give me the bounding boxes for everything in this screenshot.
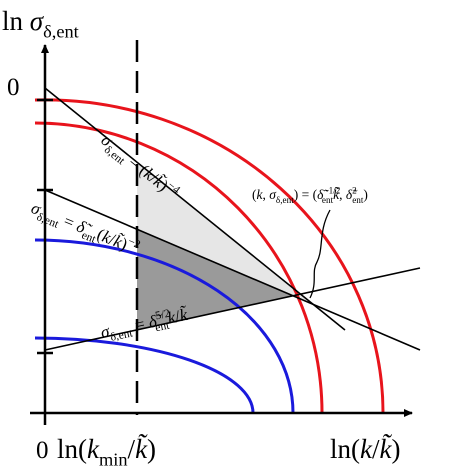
label-part: / (128, 434, 136, 464)
red-arc-inner (34, 121, 324, 414)
line-label: σδ,ent = δ̃5/2entk/k̃ (99, 303, 191, 345)
label-part: ln (2, 6, 30, 36)
label-part: ent (154, 318, 171, 334)
label-part: δ,ent (43, 22, 79, 42)
red-arc-outer (34, 98, 385, 414)
dark-region (137, 229, 293, 330)
label-part: k (166, 307, 178, 327)
y-zero-label: 0 (7, 74, 20, 101)
label-part: = (57, 210, 81, 234)
x-zero-label: 0 (36, 437, 49, 464)
label-part: , (339, 187, 346, 202)
label-part: δ,ent (276, 195, 294, 205)
label-part: / (107, 230, 119, 249)
label-part: −1/2 (323, 186, 340, 196)
label-part: ent (80, 228, 99, 246)
blue-arc-inner (34, 336, 255, 414)
label-part: ) = ( (294, 187, 318, 202)
line-plus1 (44, 267, 421, 351)
label-part: 2 (352, 186, 357, 196)
label-part: k̃ (135, 434, 148, 464)
label-part: ( (252, 187, 257, 202)
x-axis-label: ln(k/k̃) (330, 434, 400, 464)
y-axis-label: ln σδ,ent (2, 6, 79, 42)
label-part: k (360, 434, 373, 464)
label-part: δ,ent (109, 326, 134, 344)
x-min-label: ln(kmin/k̃) (57, 434, 156, 470)
label-part: δ,ent (35, 210, 61, 231)
annotation-pointer (309, 209, 331, 299)
label-part: k̃ (178, 305, 190, 325)
label-part: ) (363, 187, 368, 202)
label-part: σ (30, 6, 45, 36)
point-annotation: (k, σδ,ent) = (δ̃−1/2 entk̃, δ̃2 ent) (252, 186, 368, 205)
label-part: / (173, 307, 182, 327)
label-part: ln( (330, 434, 360, 464)
label-part: = (129, 313, 151, 335)
label-part: −2 (126, 235, 142, 252)
arcs (34, 98, 385, 414)
label-part: , (263, 187, 270, 202)
line-minus4 (44, 87, 346, 331)
label-part: ) (391, 434, 400, 464)
label-part: k̃ (333, 187, 340, 202)
label-part: / (372, 434, 380, 464)
power-laws (44, 87, 421, 351)
label-part: ent (322, 195, 334, 205)
label-part: min (99, 450, 128, 470)
blue-arc-outer (34, 238, 295, 414)
label-part: ent (352, 195, 364, 205)
label-part: ) (147, 434, 156, 464)
label-part: 5/2 (154, 307, 171, 323)
line-minus2 (44, 189, 421, 351)
label-part: σ (269, 187, 277, 202)
label-part: k̃ (380, 434, 393, 464)
label-part: k (257, 187, 264, 202)
label-part: ln( (57, 434, 87, 464)
axes (30, 44, 413, 425)
label-part: k (87, 434, 100, 464)
